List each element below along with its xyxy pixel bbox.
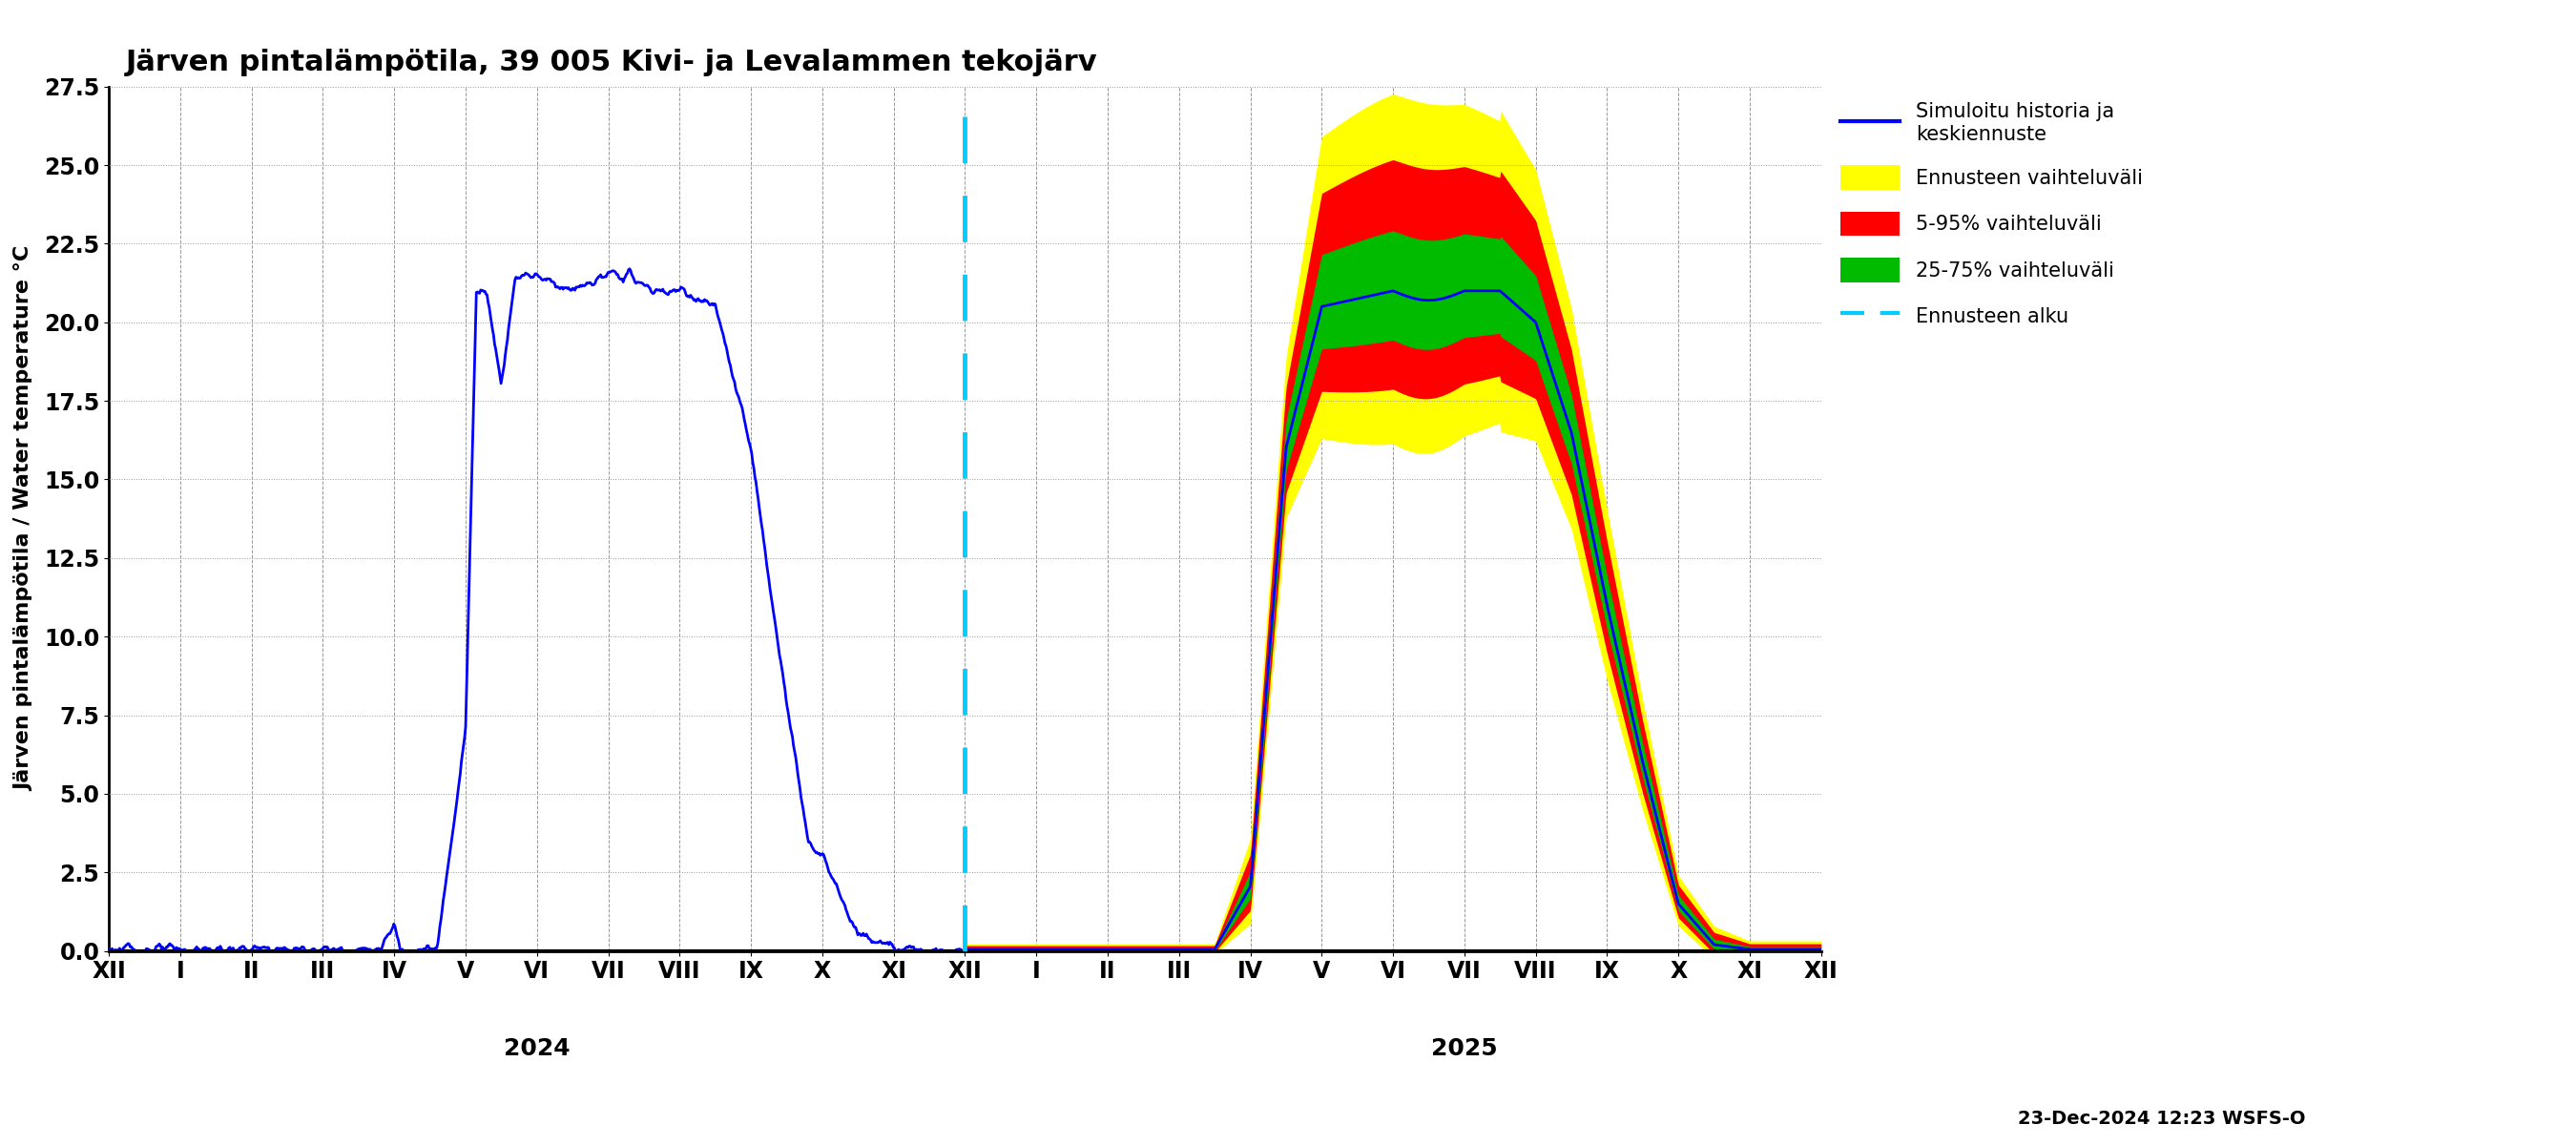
Text: 2025: 2025: [1432, 1037, 1497, 1060]
Y-axis label: Järven pintalämpötila / Water temperature °C: Järven pintalämpötila / Water temperatur…: [15, 246, 33, 791]
Text: 23-Dec-2024 12:23 WSFS-O: 23-Dec-2024 12:23 WSFS-O: [2017, 1110, 2306, 1128]
Legend: Simuloitu historia ja
keskiennuste, Ennusteen vaihteluväli, 5-95% vaihteluväli, : Simuloitu historia ja keskiennuste, Ennu…: [1834, 96, 2148, 334]
Text: 2024: 2024: [505, 1037, 569, 1060]
Text: Järven pintalämpötila, 39 005 Kivi- ja Levalammen tekojärv: Järven pintalämpötila, 39 005 Kivi- ja L…: [126, 48, 1097, 77]
